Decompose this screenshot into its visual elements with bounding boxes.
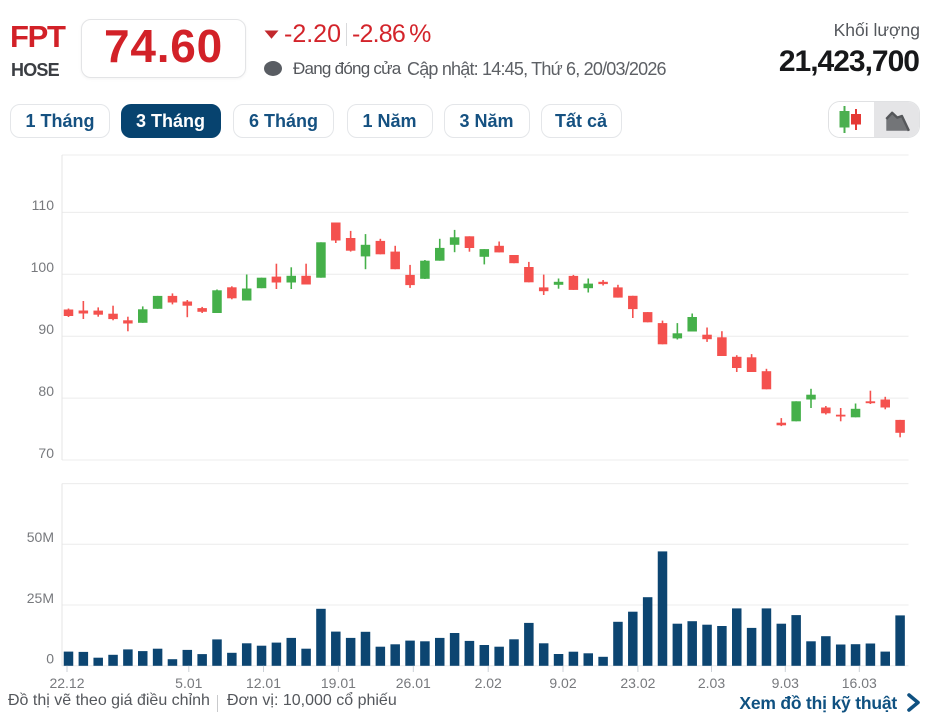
svg-text:80: 80 [38,383,54,399]
svg-text:23.02: 23.02 [620,675,655,691]
svg-text:110: 110 [32,197,55,213]
svg-text:90: 90 [38,321,54,337]
svg-text:5.01: 5.01 [175,675,202,691]
svg-text:9.02: 9.02 [549,675,576,691]
svg-text:50M: 50M [27,529,54,545]
svg-text:9.03: 9.03 [772,675,799,691]
svg-text:19.01: 19.01 [321,675,356,691]
svg-text:16.03: 16.03 [842,675,877,691]
svg-text:26.01: 26.01 [396,675,431,691]
svg-text:70: 70 [38,445,54,461]
svg-text:12.01: 12.01 [246,675,281,691]
svg-text:22.12: 22.12 [49,675,84,691]
svg-text:2.02: 2.02 [475,675,502,691]
svg-text:25M: 25M [27,590,54,606]
svg-text:2.03: 2.03 [698,675,725,691]
svg-text:100: 100 [31,259,55,275]
svg-text:0: 0 [46,651,54,667]
